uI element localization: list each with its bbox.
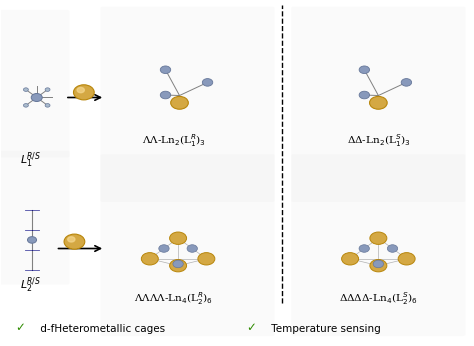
FancyBboxPatch shape (291, 7, 465, 202)
Text: ΛΛ-Ln$_2$(L$_1^R$)$_3$: ΛΛ-Ln$_2$(L$_1^R$)$_3$ (142, 132, 205, 149)
Circle shape (342, 253, 358, 265)
Circle shape (160, 91, 171, 99)
Circle shape (202, 79, 213, 86)
FancyBboxPatch shape (100, 7, 275, 202)
FancyBboxPatch shape (100, 154, 275, 336)
Circle shape (370, 260, 387, 272)
Text: d-fHeterometallic cages: d-fHeterometallic cages (36, 324, 165, 334)
FancyBboxPatch shape (0, 151, 70, 284)
Circle shape (170, 260, 187, 272)
Text: Temperature sensing: Temperature sensing (268, 324, 380, 334)
Circle shape (387, 245, 398, 252)
Text: ΔΔ-Ln$_2$(L$_1^S$)$_3$: ΔΔ-Ln$_2$(L$_1^S$)$_3$ (347, 132, 410, 149)
Circle shape (31, 93, 42, 101)
Circle shape (159, 245, 169, 252)
Circle shape (77, 88, 84, 93)
Circle shape (401, 79, 411, 86)
Text: L$_1^{R/S}$: L$_1^{R/S}$ (20, 151, 41, 171)
FancyBboxPatch shape (0, 10, 70, 157)
Circle shape (45, 103, 50, 107)
Circle shape (359, 245, 369, 252)
Circle shape (160, 66, 171, 74)
Circle shape (359, 91, 370, 99)
Text: ✓: ✓ (16, 321, 26, 334)
Circle shape (173, 260, 183, 268)
Circle shape (370, 97, 387, 109)
Text: ΛΛΛΛ-Ln$_4$(L$_2^R$)$_6$: ΛΛΛΛ-Ln$_4$(L$_2^R$)$_6$ (134, 290, 213, 307)
Circle shape (141, 253, 158, 265)
Circle shape (68, 237, 75, 242)
Text: ΔΔΔΔ-Ln$_4$(L$_2^S$)$_6$: ΔΔΔΔ-Ln$_4$(L$_2^S$)$_6$ (339, 290, 418, 307)
FancyBboxPatch shape (291, 154, 465, 336)
Text: L$_2^{R/S}$: L$_2^{R/S}$ (20, 276, 41, 296)
Circle shape (359, 66, 370, 74)
Circle shape (64, 234, 85, 249)
Circle shape (27, 237, 36, 243)
Circle shape (170, 232, 187, 244)
Circle shape (171, 97, 188, 109)
Circle shape (373, 260, 383, 268)
Circle shape (45, 88, 50, 91)
Circle shape (23, 88, 28, 91)
Circle shape (398, 253, 415, 265)
Circle shape (187, 245, 197, 252)
Circle shape (23, 103, 28, 107)
Text: ✓: ✓ (246, 321, 256, 334)
Circle shape (73, 85, 94, 100)
Circle shape (370, 232, 387, 244)
Circle shape (198, 253, 215, 265)
